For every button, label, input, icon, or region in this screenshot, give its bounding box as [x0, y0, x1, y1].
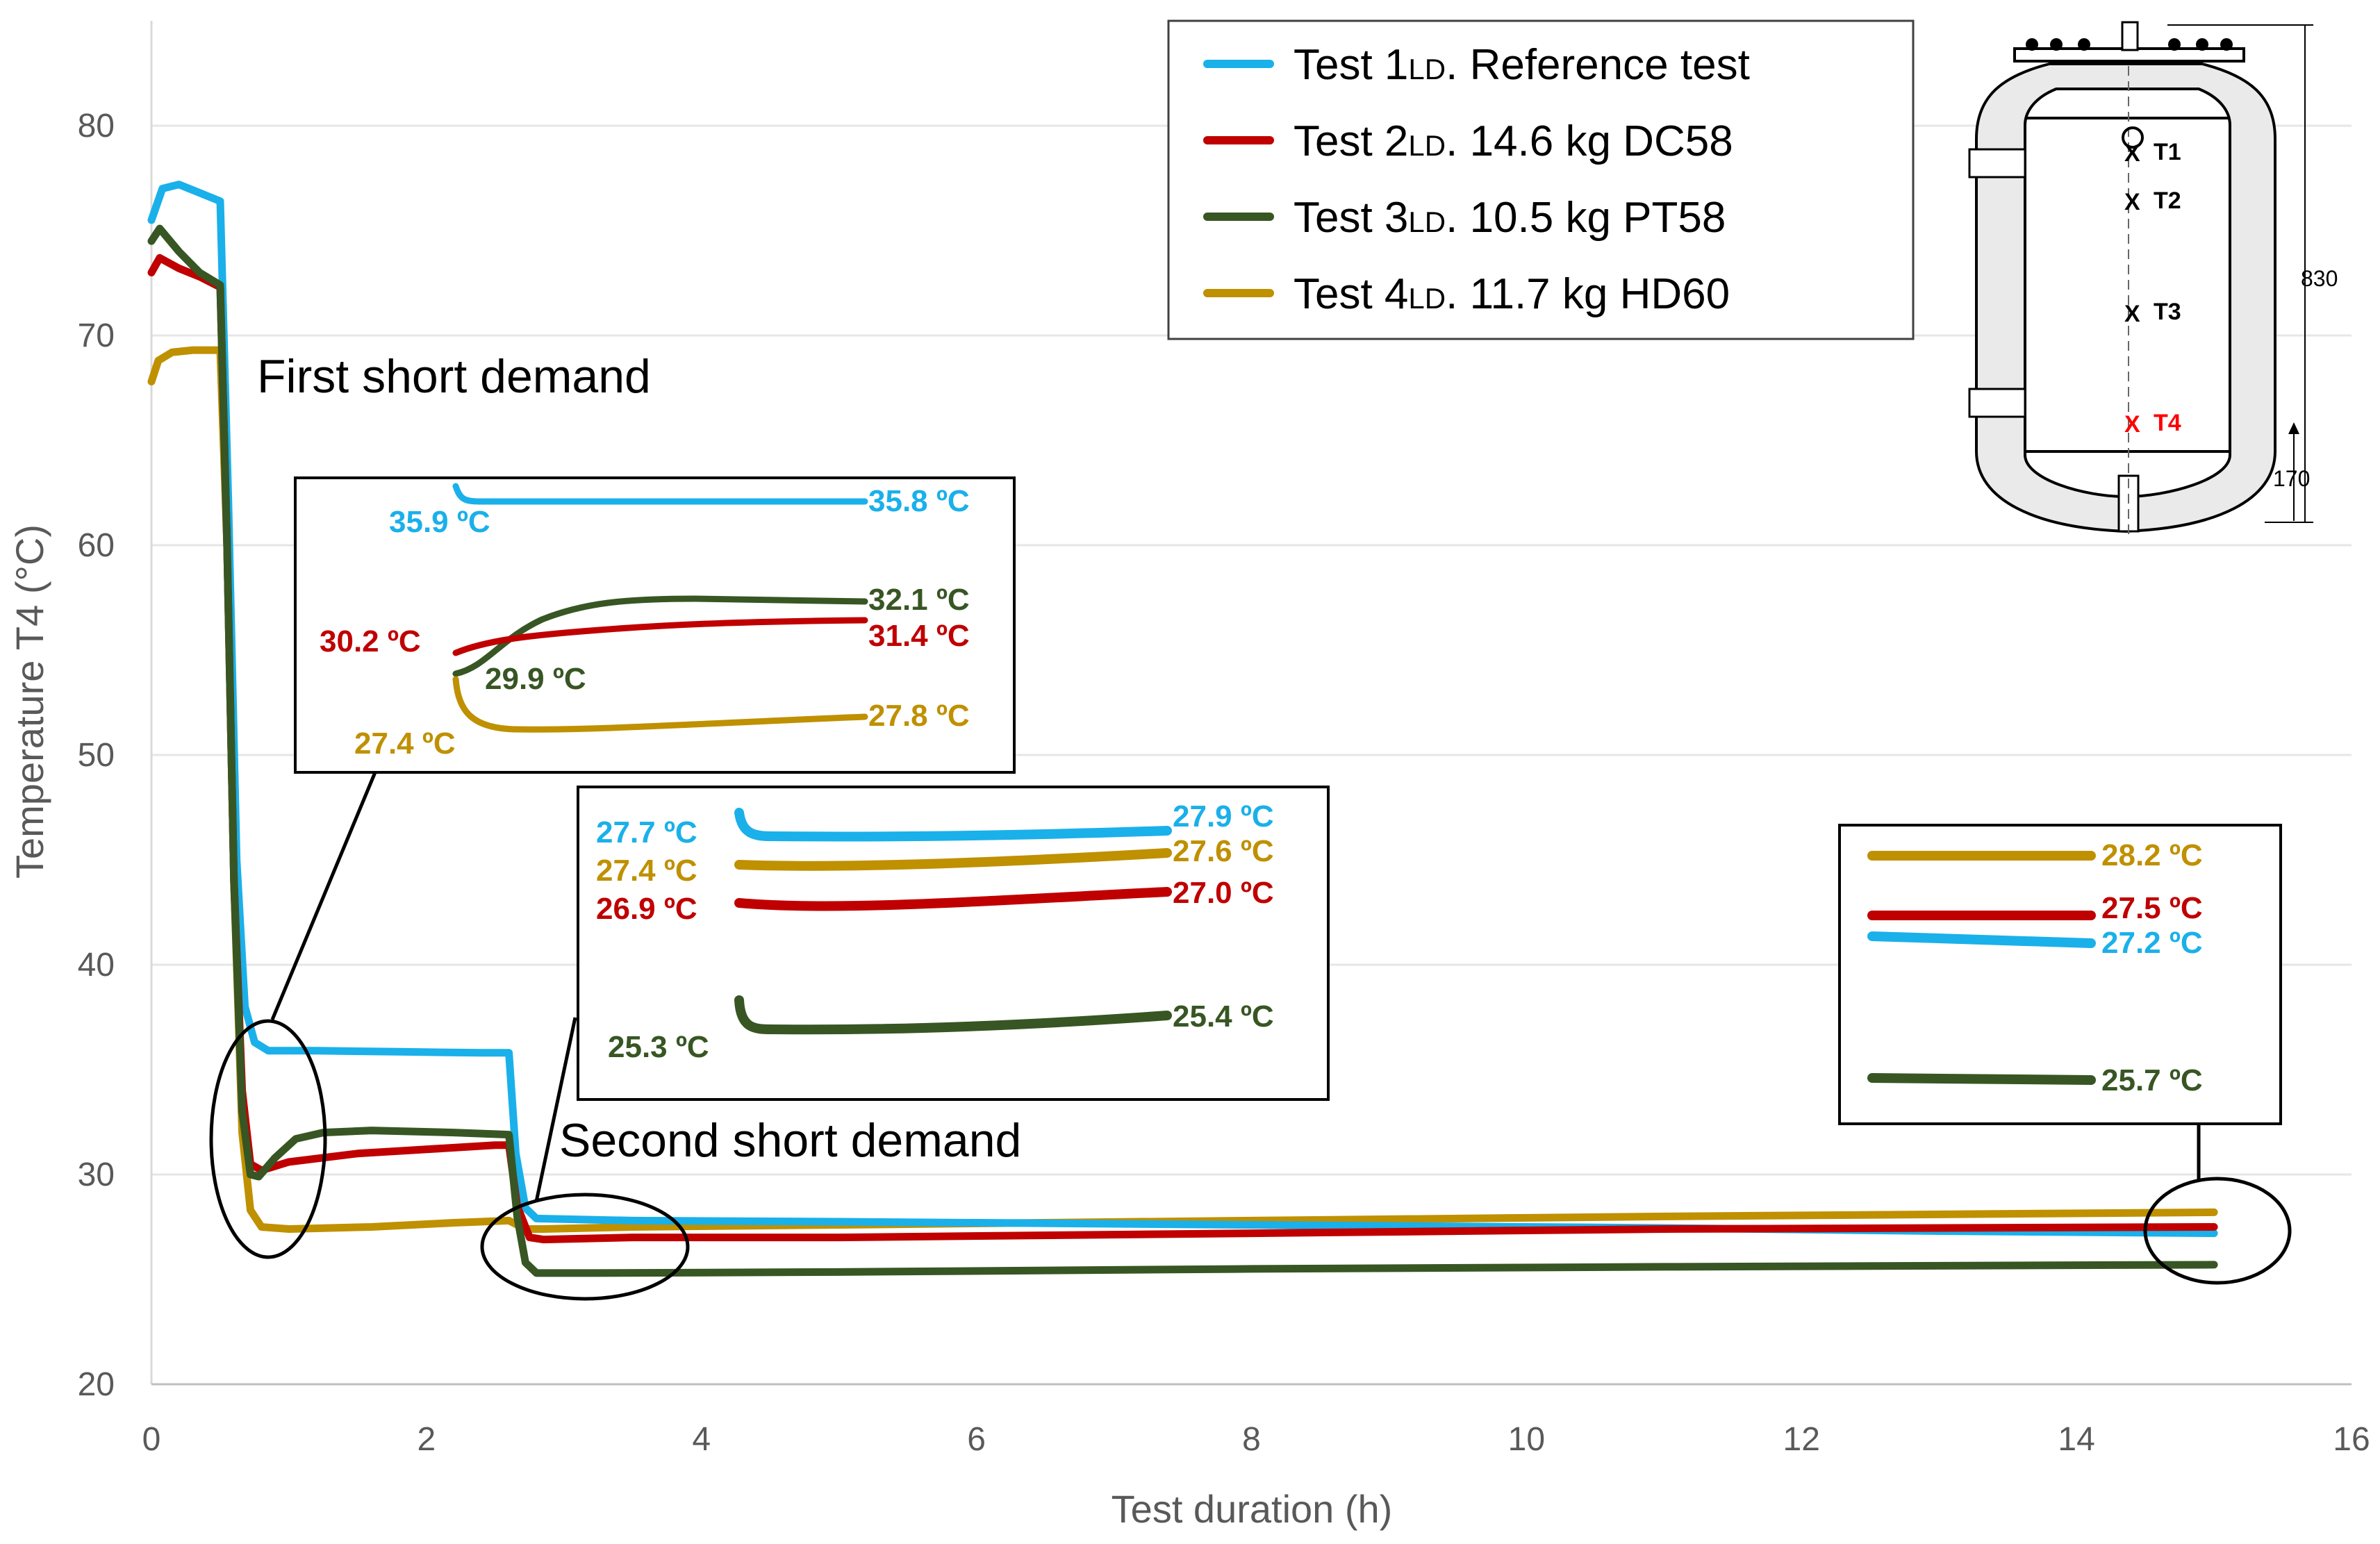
tank-sensor-t4-label: T4: [2154, 410, 2181, 436]
y-tick-40: 40: [78, 947, 115, 983]
inset2-label-test2-end: 27.0 ºC: [1173, 876, 1274, 910]
y-tick-labels: 20 30 40 50 60 70 80: [78, 108, 115, 1403]
inset-curve-test1: [452, 483, 868, 505]
inset1-label-test3-end: 32.1 ºC: [868, 583, 970, 617]
inset2-label-test4-end: 27.6 ºC: [1173, 834, 1274, 868]
inset-curve-test1: [734, 808, 1172, 842]
inset-curve-test3: [1867, 1073, 2096, 1085]
inset-curves: [1867, 851, 2096, 1085]
inset-first-demand: 35.9 ºC 35.8 ºC 32.1 ºC 31.4 ºC 30.2 ºC …: [294, 476, 1016, 774]
inset-second-demand: 27.7 ºC 27.4 ºC 26.9 ºC 25.3 ºC 27.9 ºC …: [577, 786, 1330, 1101]
inset-curves: [452, 483, 868, 733]
tank-side-pipe-upper: [1968, 148, 2026, 179]
tank-diagram: X T1 X T2 X T3 X T4 830 170: [1968, 21, 2338, 535]
inset3-label-test3: 25.7 ºC: [2101, 1063, 2203, 1097]
y-tick-30: 30: [78, 1156, 115, 1193]
legend-entry-test2: Test 2LD. 14.6 kg DC58: [1294, 117, 1733, 165]
annotation-second-short-demand: Second short demand: [559, 1114, 1021, 1167]
y-tick-70: 70: [78, 317, 115, 354]
inset3-label-test1: 27.2 ºC: [2101, 926, 2203, 960]
tank-side-pipe-lower: [1968, 388, 2026, 418]
inset1-label-test4-start: 27.4 ºC: [354, 727, 456, 761]
inset2-label-test4-start: 27.4 ºC: [596, 854, 697, 888]
tank-top-pipe: [2121, 21, 2139, 51]
dim-label-170: 170: [2273, 466, 2310, 491]
x-tick-10: 10: [1508, 1421, 1545, 1458]
inset-curve-test3: [452, 595, 868, 677]
dim-arrow-170: [2288, 422, 2299, 434]
y-tick-20: 20: [78, 1366, 115, 1403]
inset-curve-test4: [734, 848, 1172, 871]
series-line-test4: [147, 346, 2218, 1233]
x-tick-4: 4: [692, 1421, 711, 1458]
highlight-ellipse-first: [209, 1019, 327, 1259]
tank-sensor-t1-label: T1: [2154, 139, 2181, 165]
tank-sensor-t4-marker: X: [2124, 411, 2140, 438]
tank-sensor-ring: [2122, 126, 2144, 149]
y-tick-80: 80: [78, 108, 115, 144]
inset1-label-test2-start: 30.2 ºC: [320, 624, 421, 658]
tank-sensor-t1-marker: X: [2124, 140, 2140, 167]
series-line-test3: [147, 224, 2218, 1277]
y-tick-50: 50: [78, 737, 115, 774]
inset-curve-test1: [1867, 931, 2096, 948]
dim-label-830: 830: [2301, 266, 2338, 291]
tank-sensor-t3-label: T3: [2154, 299, 2181, 325]
annotation-first-short-demand: First short demand: [257, 350, 651, 403]
tank-bolts: [2026, 38, 2233, 51]
legend-frame: [1167, 19, 1915, 340]
x-tick-8: 8: [1242, 1421, 1261, 1458]
inset-curve-test2: [452, 617, 868, 656]
inset3-label-test2: 27.5 ºC: [2101, 891, 2203, 925]
series-lines: [147, 181, 2218, 1277]
inset2-label-test3-start: 25.3 ºC: [608, 1030, 709, 1064]
connector-second: [534, 1017, 577, 1202]
inset-curves: [734, 808, 1172, 1035]
tank-sensor-t2-marker: X: [2124, 189, 2140, 215]
x-tick-2: 2: [418, 1421, 436, 1458]
x-tick-0: 0: [142, 1421, 161, 1458]
inset2-label-test3-end: 25.4 ºC: [1173, 999, 1274, 1034]
inset1-label-test1-end: 35.8 ºC: [868, 484, 970, 518]
highlight-ellipse-second: [480, 1193, 690, 1301]
x-tick-labels: 0 2 4 6 8 10 12 14 16: [142, 1421, 2370, 1458]
x-tick-14: 14: [2058, 1421, 2094, 1458]
inset1-label-test3-start: 29.9 ºC: [485, 662, 586, 696]
inset-curve-test3: [734, 995, 1172, 1035]
series-line-test1: [147, 181, 2218, 1238]
legend: Test 1LD. Reference test Test 2LD. 14.6 k…: [1167, 19, 1915, 340]
legend-entry-test3: Test 3LD. 10.5 kg PT58: [1294, 194, 1726, 242]
x-tick-16: 16: [2333, 1421, 2370, 1458]
x-tick-12: 12: [1783, 1421, 1820, 1458]
inset-end: 28.2 ºC 27.5 ºC 27.2 ºC 25.7 ºC: [1838, 824, 2282, 1125]
inset1-label-test1-start: 35.9 ºC: [389, 505, 490, 539]
inset1-label-test2-end: 31.4 ºC: [868, 619, 970, 653]
inset3-label-test4: 28.2 ºC: [2101, 838, 2203, 872]
inset1-label-test4-end: 27.8 ºC: [868, 699, 970, 733]
tank-sensor-t2-label: T2: [2154, 188, 2181, 214]
inset-curve-test2: [734, 887, 1172, 911]
x-axis-label: Test duration (h): [1112, 1487, 1393, 1531]
inset-curve-test4: [452, 676, 868, 733]
y-tick-60: 60: [78, 527, 115, 564]
x-tick-6: 6: [967, 1421, 986, 1458]
inset2-label-test1-end: 27.9 ºC: [1173, 799, 1274, 833]
legend-entry-test1: Test 1LD. Reference test: [1294, 41, 1750, 89]
tank-sensor-t3-marker: X: [2124, 301, 2140, 327]
highlight-marks: [209, 772, 2292, 1301]
inset2-label-test1-start: 27.7 ºC: [596, 815, 697, 849]
inset2-label-test2-start: 26.9 ºC: [596, 892, 697, 926]
highlight-ellipse-end: [2143, 1177, 2292, 1285]
legend-entry-test4: Test 4LD. 11.7 kg HD60: [1294, 270, 1730, 318]
connector-first: [270, 772, 377, 1020]
y-axis-label: Temperature T4 (°C): [8, 524, 51, 879]
